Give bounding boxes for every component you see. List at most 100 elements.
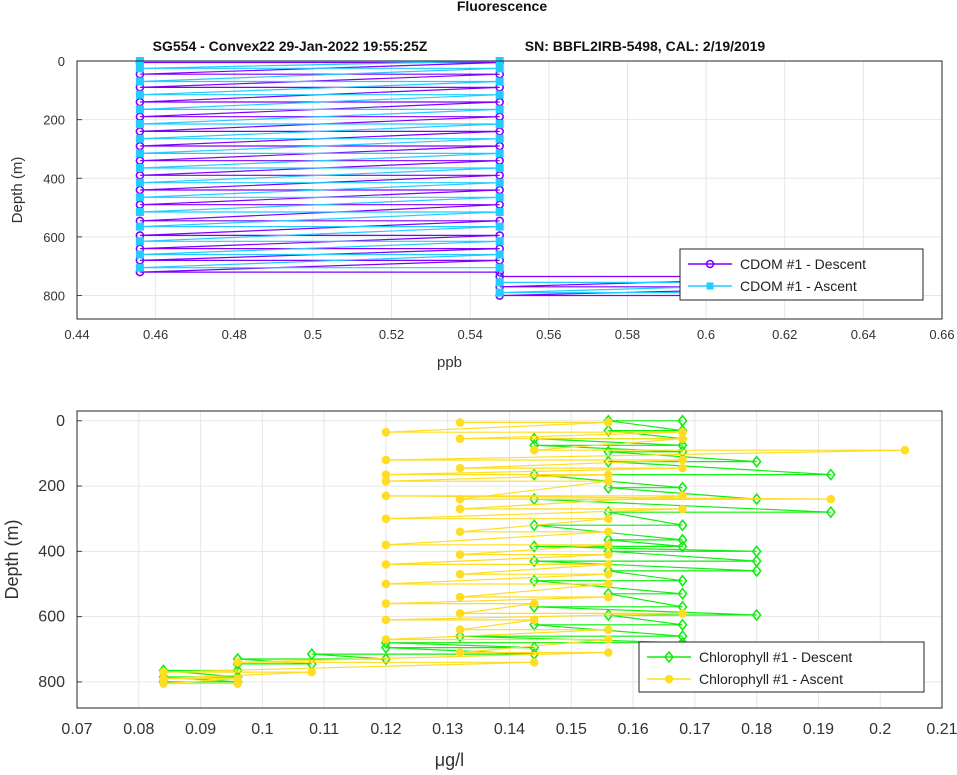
x-tick-label: 0.19: [803, 721, 834, 738]
x-tick-label: 0.17: [679, 721, 710, 738]
cdom-chart: 0.44 0.46 0.48 0.5 0.52 0.54 0.56 0.58 0.6 0.62 0.…: [9, 54, 955, 371]
y-tick-label: 800: [43, 289, 65, 304]
data-point: [455, 550, 465, 559]
data-point: [135, 207, 144, 216]
data-point: [604, 550, 613, 559]
data-point: [381, 476, 391, 486]
x-tick-label: 0.18: [741, 721, 772, 738]
x-tick-label: 0.2: [869, 721, 891, 738]
data-point: [135, 120, 144, 129]
data-point: [751, 492, 762, 506]
legend: Chlorophyll #1 - Descent Chlorophyll #1 -…: [638, 641, 925, 693]
figure-subtitle-left: SG554 - Convex22 29-Jan-2022 19:55:25Z: [153, 38, 428, 54]
x-tick-label: 0.14: [494, 721, 525, 738]
data-point: [495, 250, 504, 259]
data-point: [529, 574, 540, 587]
data-point: [678, 504, 687, 514]
data-point: [381, 599, 391, 608]
data-point: [677, 574, 688, 587]
data-point: [495, 164, 504, 173]
data-point: [135, 149, 144, 158]
x-tick-label: 0.21: [926, 721, 957, 738]
data-point: [495, 120, 504, 129]
data-point: [604, 579, 613, 589]
data-point: [529, 599, 539, 608]
legend-swatch-marker: [706, 282, 714, 290]
data-point: [495, 134, 504, 143]
data-point: [455, 504, 465, 514]
x-tick-label: 0.66: [929, 327, 954, 342]
legend-swatch-marker: [663, 650, 675, 664]
x-tick-label: 0.15: [556, 721, 587, 738]
series-line: [163, 420, 831, 683]
legend-swatch-marker: [705, 259, 715, 269]
data-point: [751, 455, 762, 468]
data-point: [495, 222, 504, 231]
data-point: [455, 648, 465, 657]
data-point: [529, 658, 539, 667]
data-point: [495, 105, 504, 114]
series-1-1: [159, 418, 910, 688]
data-point: [495, 237, 504, 246]
y-tick-label: 800: [38, 674, 65, 691]
legend-entry-label: Chlorophyll #1 - Ascent: [699, 671, 843, 687]
data-point: [677, 618, 688, 632]
data-point: [751, 608, 762, 622]
data-point: [455, 418, 465, 427]
data-point: [604, 592, 613, 602]
series-line: [163, 421, 905, 685]
data-point: [825, 468, 836, 481]
data-point: [495, 64, 504, 73]
data-point: [604, 625, 613, 634]
legend-entry-label: CDOM #1 - Descent: [740, 256, 866, 272]
y-axis-label: Depth (m): [2, 519, 22, 599]
data-point: [135, 222, 144, 231]
figure-subtitle-right: SN: BBFL2IRB-5498, CAL: 2/19/2019: [525, 38, 766, 54]
data-point: [677, 629, 688, 643]
data-point: [529, 445, 539, 455]
data-point: [495, 207, 504, 216]
data-point: [381, 579, 391, 589]
x-tick-label: 0.44: [64, 327, 89, 342]
data-point: [826, 494, 836, 504]
x-axis-label: μg/l: [435, 750, 464, 770]
data-point: [495, 90, 504, 99]
data-point: [900, 445, 910, 455]
data-point: [380, 641, 391, 654]
data-point: [135, 250, 144, 259]
data-point: [677, 518, 688, 532]
chlorophyll-chart: 0.07 0.08 0.09 0.1 0.11 0.12 0.13 0.14 0.15 0.16 0…: [2, 410, 957, 770]
data-point: [455, 625, 465, 634]
x-tick-label: 0.16: [618, 721, 649, 738]
data-point: [381, 560, 391, 569]
data-point: [677, 533, 688, 547]
y-tick-label: 400: [43, 171, 65, 186]
data-point: [455, 609, 465, 618]
x-tick-label: 0.6: [697, 327, 715, 342]
data-point: [380, 652, 391, 666]
data-point: [604, 635, 613, 644]
legend-entry-label: Chlorophyll #1 - Descent: [699, 649, 852, 665]
data-point: [135, 237, 144, 246]
data-point: [455, 494, 465, 504]
series-line: [139, 60, 858, 294]
data-point: [135, 105, 144, 114]
y-axis-label: Depth (m): [9, 157, 26, 224]
axes-box: [76, 410, 943, 709]
y-tick-label: 600: [38, 609, 65, 626]
data-point: [529, 554, 540, 568]
data-point: [529, 615, 539, 625]
axes-box: [76, 60, 943, 320]
x-tick-label: 0.13: [432, 721, 463, 738]
data-point: [455, 629, 466, 643]
data-point: [495, 77, 504, 86]
data-point: [529, 518, 540, 532]
data-point: [455, 569, 465, 579]
y-tick-label: 600: [43, 230, 65, 245]
data-point: [604, 418, 613, 427]
x-tick-label: 0.5: [304, 327, 322, 342]
x-tick-label: 0.56: [536, 327, 561, 342]
data-point: [677, 540, 688, 553]
x-tick-label: 0.54: [458, 327, 483, 342]
legend-box: [679, 248, 924, 301]
